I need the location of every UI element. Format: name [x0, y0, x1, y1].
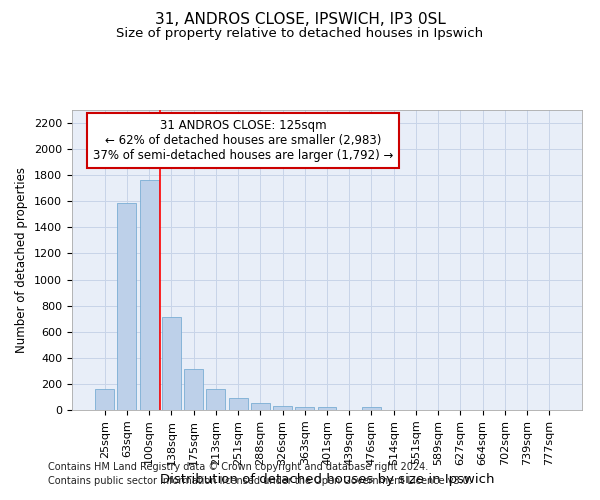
- Text: 31, ANDROS CLOSE, IPSWICH, IP3 0SL: 31, ANDROS CLOSE, IPSWICH, IP3 0SL: [155, 12, 445, 28]
- Bar: [184, 369, 203, 410]
- Bar: [162, 318, 181, 410]
- Bar: [317, 408, 337, 410]
- Bar: [251, 403, 270, 410]
- Text: Contains HM Land Registry data © Crown copyright and database right 2024.: Contains HM Land Registry data © Crown c…: [48, 462, 428, 472]
- Bar: [140, 180, 158, 410]
- Bar: [118, 202, 136, 410]
- Bar: [229, 398, 248, 410]
- X-axis label: Distribution of detached houses by size in Ipswich: Distribution of detached houses by size …: [160, 473, 494, 486]
- Text: Contains public sector information licensed under the Open Government Licence v3: Contains public sector information licen…: [48, 476, 472, 486]
- Bar: [362, 408, 381, 410]
- Bar: [206, 389, 225, 410]
- Y-axis label: Number of detached properties: Number of detached properties: [16, 167, 28, 353]
- Text: Size of property relative to detached houses in Ipswich: Size of property relative to detached ho…: [116, 28, 484, 40]
- Bar: [95, 389, 114, 410]
- Bar: [273, 406, 292, 410]
- Bar: [295, 408, 314, 410]
- Text: 31 ANDROS CLOSE: 125sqm
← 62% of detached houses are smaller (2,983)
37% of semi: 31 ANDROS CLOSE: 125sqm ← 62% of detache…: [92, 119, 393, 162]
